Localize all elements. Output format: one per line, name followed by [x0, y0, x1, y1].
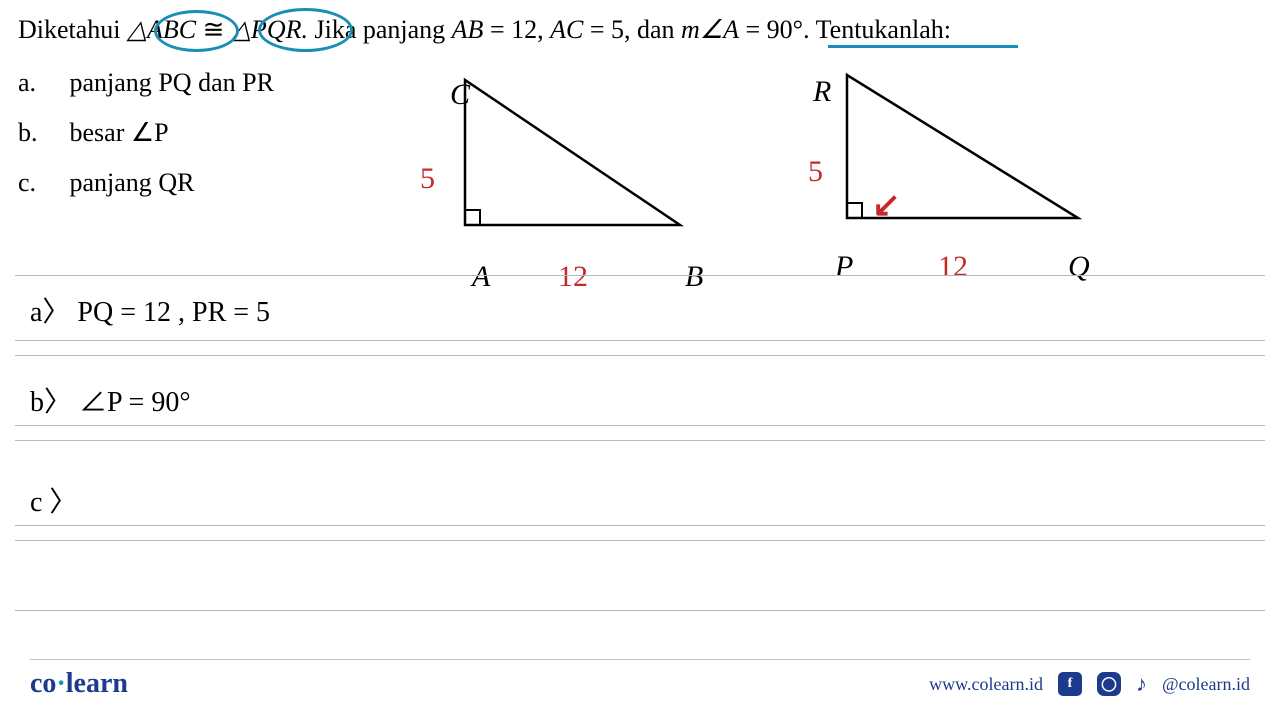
- item-a-mid: dan: [192, 68, 243, 97]
- item-b-text: besar ∠: [70, 118, 155, 147]
- vertex-a: A: [472, 260, 490, 294]
- ac: AC: [550, 15, 583, 44]
- side-pq-value: 12: [938, 250, 968, 284]
- item-c-label: c.: [18, 168, 63, 198]
- angle: m∠A: [681, 15, 739, 44]
- item-b-var: P: [154, 118, 168, 147]
- item-b: b. besar ∠P: [18, 118, 274, 148]
- facebook-icon: f: [1058, 672, 1082, 696]
- item-a-text: panjang: [70, 68, 159, 97]
- vertex-q: Q: [1068, 250, 1090, 284]
- footer-right: www.colearn.id f ◯ ♪ @colearn.id: [929, 671, 1250, 697]
- underline-annotation: [828, 45, 1018, 48]
- side-pr-value: 5: [808, 155, 823, 189]
- ruled-line: [15, 425, 1265, 426]
- ab: AB: [452, 15, 484, 44]
- ruled-line: [15, 610, 1265, 611]
- tri1: △ABC: [127, 15, 196, 44]
- text-prefix: Diketahui: [18, 15, 127, 44]
- item-c-text: panjang: [70, 168, 159, 197]
- item-a-var1: PQ: [158, 68, 191, 97]
- answer-b: b〉 ∠P = 90°: [30, 380, 191, 420]
- eq2: = 5, dan: [583, 15, 681, 44]
- footer: co·learn www.colearn.id f ◯ ♪ @colearn.i…: [0, 668, 1280, 700]
- tiktok-icon: ♪: [1136, 671, 1147, 697]
- side-ac-value: 5: [420, 162, 435, 196]
- logo-dot: ·: [56, 668, 65, 699]
- item-c: c. panjang QR: [18, 168, 274, 198]
- tri2: △PQR.: [231, 15, 308, 44]
- logo-part1: co: [30, 668, 56, 699]
- logo-part2: learn: [66, 668, 128, 699]
- mid: Jika panjang: [308, 15, 452, 44]
- sub-items: a. panjang PQ dan PR b. besar ∠P c. panj…: [18, 68, 274, 218]
- triangle-abc: [465, 80, 680, 225]
- problem-statement: Diketahui △ABC ≅ △PQR. Jika panjang AB =…: [18, 15, 951, 45]
- item-a-label: a.: [18, 68, 63, 98]
- right-angle-marker-1: [465, 210, 480, 225]
- item-a: a. panjang PQ dan PR: [18, 68, 274, 98]
- side-ab-value: 12: [558, 260, 588, 294]
- right-angle-marker-2: [847, 203, 862, 218]
- vertex-c: C: [450, 78, 470, 112]
- footer-divider: [30, 659, 1250, 660]
- congruent: ≅: [196, 15, 231, 44]
- vertex-b: B: [685, 260, 703, 294]
- item-c-var: QR: [158, 168, 194, 197]
- ruled-line: [15, 540, 1265, 541]
- ruled-line: [15, 440, 1265, 441]
- eq3: = 90°. Tentukanlah:: [739, 15, 951, 44]
- footer-handle: @colearn.id: [1162, 674, 1250, 695]
- footer-url: www.colearn.id: [929, 674, 1043, 695]
- item-a-var2: PR: [242, 68, 274, 97]
- ruled-line: [15, 525, 1265, 526]
- answer-c: c 〉: [30, 480, 77, 520]
- arrow-annotation: ↙: [872, 185, 901, 225]
- ruled-line: [15, 340, 1265, 341]
- vertex-r: R: [813, 75, 831, 109]
- ruled-line: [15, 275, 1265, 276]
- eq1: = 12,: [483, 15, 550, 44]
- instagram-icon: ◯: [1097, 672, 1121, 696]
- answer-a: a〉 PQ = 12 , PR = 5: [30, 290, 270, 330]
- logo: co·learn: [30, 668, 128, 700]
- item-b-label: b.: [18, 118, 63, 148]
- vertex-p: P: [835, 250, 853, 284]
- ruled-line: [15, 355, 1265, 356]
